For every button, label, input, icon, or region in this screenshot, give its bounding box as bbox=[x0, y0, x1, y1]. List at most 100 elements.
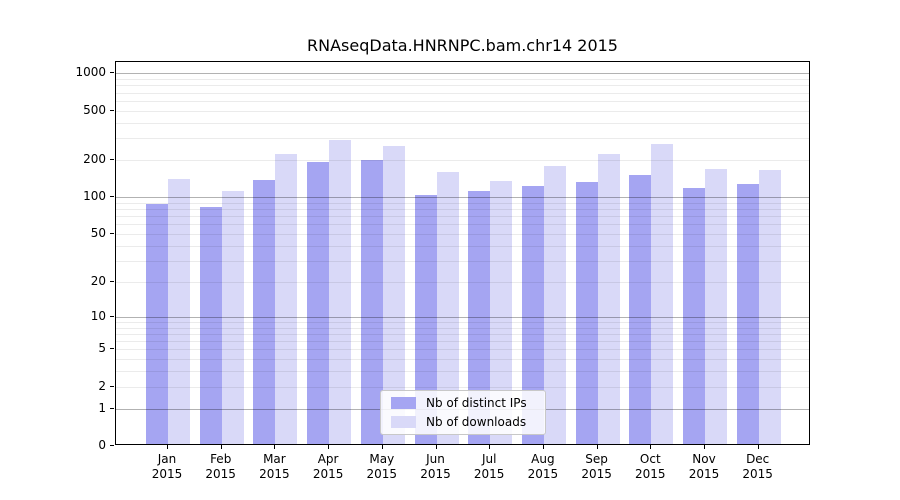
x-tick-month: Jan bbox=[157, 452, 177, 466]
x-tick-month: Jun bbox=[426, 452, 445, 466]
gridline-800 bbox=[116, 85, 809, 87]
x-tick-label-jun: Jun 2015 bbox=[408, 452, 464, 482]
x-tick-label-may: May 2015 bbox=[354, 452, 410, 482]
y-tick-mark bbox=[110, 196, 114, 198]
bar-distinct-ips-apr bbox=[307, 162, 330, 444]
x-tick-year: 2015 bbox=[312, 467, 344, 481]
y-tick-label-200: 200 bbox=[83, 151, 106, 166]
gridline-7 bbox=[116, 333, 809, 335]
gridline-30 bbox=[116, 260, 809, 262]
x-tick-month: Aug bbox=[531, 452, 555, 466]
x-tick-mark bbox=[328, 445, 330, 449]
x-tick-label-dec: Dec 2015 bbox=[730, 452, 786, 482]
y-tick-mark bbox=[110, 280, 114, 282]
y-tick-mark bbox=[110, 407, 114, 409]
bar-distinct-ips-jul bbox=[468, 190, 491, 444]
gridline-500 bbox=[116, 110, 809, 112]
legend-label-downloads: Nb of downloads bbox=[426, 414, 527, 429]
bar-downloads-sep bbox=[597, 154, 620, 444]
y-tick-mark bbox=[110, 232, 114, 234]
bar-distinct-ips-nov bbox=[683, 188, 705, 444]
x-tick-month: Nov bbox=[692, 452, 716, 466]
gridline-40 bbox=[116, 245, 809, 247]
x-tick-label-nov: Nov 2015 bbox=[676, 452, 732, 482]
gridline-5 bbox=[116, 349, 809, 351]
y-tick-mark bbox=[110, 348, 114, 350]
gridline-2 bbox=[116, 386, 809, 388]
x-tick-mark bbox=[596, 445, 598, 449]
y-tick-label-100: 100 bbox=[83, 189, 106, 204]
legend-swatch-distinct-ips bbox=[391, 397, 416, 410]
x-tick-year: 2015 bbox=[366, 467, 398, 481]
gridline-1000 bbox=[116, 73, 809, 75]
gridline-3 bbox=[116, 371, 809, 373]
x-tick-month: May bbox=[369, 452, 395, 466]
bar-downloads-aug bbox=[543, 166, 566, 444]
gridline-50 bbox=[116, 233, 809, 235]
gridline-10 bbox=[116, 316, 809, 318]
bar-downloads-jul bbox=[490, 180, 513, 444]
gridline-100 bbox=[116, 197, 809, 199]
y-tick-label-5: 5 bbox=[98, 341, 106, 356]
bar-distinct-ips-mar bbox=[253, 179, 276, 444]
y-tick-label-0: 0 bbox=[98, 438, 106, 452]
gridline-600 bbox=[116, 100, 809, 102]
bar-distinct-ips-sep bbox=[575, 182, 598, 444]
x-tick-label-mar: Mar 2015 bbox=[246, 452, 302, 482]
bar-distinct-ips-jan bbox=[146, 204, 168, 444]
plot-area bbox=[115, 61, 810, 445]
bar-downloads-oct bbox=[651, 144, 674, 444]
x-tick-month: Sep bbox=[585, 452, 608, 466]
x-tick-mark bbox=[274, 445, 276, 449]
x-tick-label-feb: Feb 2015 bbox=[193, 452, 249, 482]
y-tick-mark bbox=[110, 72, 114, 74]
legend-item-downloads: Nb of downloads bbox=[391, 415, 535, 429]
bar-distinct-ips-aug bbox=[521, 186, 544, 444]
x-tick-year: 2015 bbox=[205, 467, 236, 481]
y-tick-label-2: 2 bbox=[98, 378, 106, 393]
x-tick-label-jan: Jan 2015 bbox=[139, 452, 195, 482]
x-tick-mark bbox=[220, 445, 222, 449]
x-tick-label-sep: Sep 2015 bbox=[569, 452, 625, 482]
x-tick-year: 2015 bbox=[742, 467, 773, 481]
x-tick-mark bbox=[542, 445, 544, 449]
legend-item-distinct-ips: Nb of distinct IPs bbox=[391, 396, 535, 410]
y-tick-label-50: 50 bbox=[90, 225, 106, 240]
x-tick-month: Feb bbox=[210, 452, 232, 466]
gridline-4 bbox=[116, 359, 809, 361]
gridline-700 bbox=[116, 92, 809, 94]
x-tick-mark bbox=[704, 445, 705, 449]
x-tick-year: 2015 bbox=[581, 467, 612, 481]
y-tick-label-1000: 1000 bbox=[75, 65, 106, 80]
y-tick-label-1: 1 bbox=[98, 400, 106, 415]
x-tick-mark bbox=[489, 445, 491, 449]
gridline-200 bbox=[116, 159, 809, 161]
y-tick-label-20: 20 bbox=[90, 273, 106, 288]
bar-distinct-ips-oct bbox=[629, 174, 652, 444]
x-tick-year: 2015 bbox=[473, 467, 505, 481]
bar-downloads-feb bbox=[221, 191, 244, 444]
x-tick-mark bbox=[435, 445, 437, 449]
chart-title: RNAseqData.HNRNPC.bam.chr14 2015 bbox=[307, 36, 618, 55]
y-tick-label-10: 10 bbox=[90, 308, 106, 323]
y-tick-mark bbox=[110, 445, 114, 446]
gridline-90 bbox=[116, 202, 809, 204]
bar-downloads-dec bbox=[758, 169, 781, 444]
gridline-20 bbox=[116, 281, 809, 283]
legend-label-distinct-ips: Nb of distinct IPs bbox=[426, 396, 527, 411]
gridline-900 bbox=[116, 79, 809, 80]
x-tick-year: 2015 bbox=[527, 467, 559, 481]
bar-downloads-jun bbox=[436, 171, 459, 444]
x-tick-month: Dec bbox=[746, 452, 770, 466]
y-tick-label-500: 500 bbox=[83, 102, 106, 117]
gridline-60 bbox=[116, 224, 809, 226]
x-tick-month: Jul bbox=[481, 452, 497, 466]
bar-distinct-ips-feb bbox=[199, 207, 222, 444]
gridline-9 bbox=[116, 321, 809, 323]
y-tick-mark bbox=[110, 109, 114, 111]
x-tick-label-aug: Aug 2015 bbox=[515, 452, 571, 482]
x-tick-year: 2015 bbox=[259, 467, 290, 481]
x-tick-year: 2015 bbox=[151, 467, 183, 481]
legend-swatch-downloads bbox=[391, 415, 416, 428]
y-tick-mark bbox=[110, 158, 114, 160]
